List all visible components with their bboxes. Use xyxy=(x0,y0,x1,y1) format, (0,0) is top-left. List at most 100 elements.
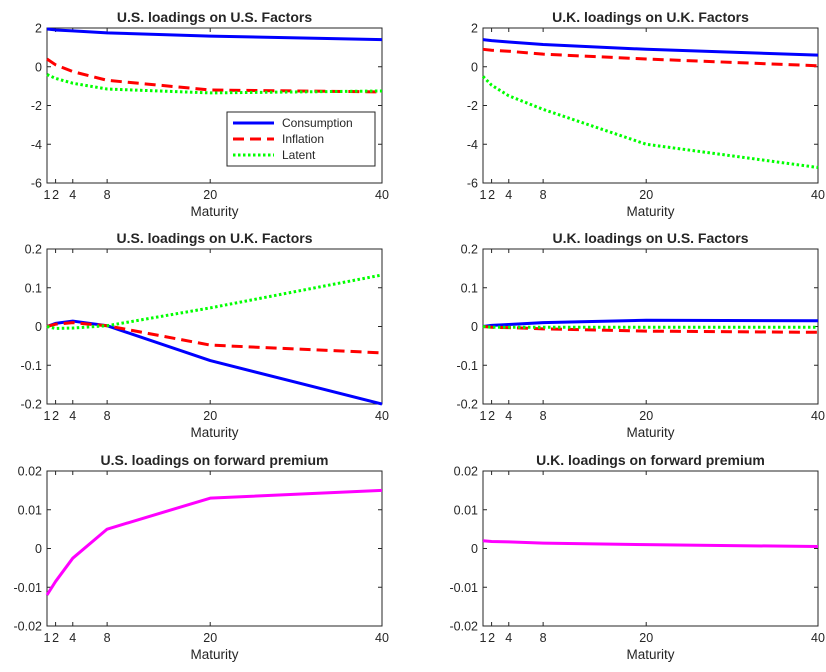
x-tick-label: 40 xyxy=(811,188,825,202)
series-line-3 xyxy=(46,273,383,330)
x-axis-label: Maturity xyxy=(190,647,238,662)
x-tick-label: 1 xyxy=(44,631,51,645)
chart-title: U.K. loadings on forward premium xyxy=(536,452,765,468)
x-tick-label: 1 xyxy=(480,631,487,645)
y-tick-label: 0.2 xyxy=(461,243,478,257)
x-tick-label: 4 xyxy=(505,409,512,423)
x-tick-label: 40 xyxy=(375,188,389,202)
legend: Consumption Inflation Latent xyxy=(226,111,376,167)
series-line-2 xyxy=(482,47,819,68)
y-tick-label: -6 xyxy=(467,177,478,191)
y-tick-label: 0 xyxy=(35,320,42,334)
x-axis-label: Maturity xyxy=(626,204,674,219)
x-tick-label: 1 xyxy=(44,188,51,202)
series-line-1 xyxy=(482,318,819,328)
y-tick-label: -0.01 xyxy=(14,581,43,595)
x-tick-label: 4 xyxy=(505,631,512,645)
x-tick-label: 40 xyxy=(811,631,825,645)
y-tick-label: -2 xyxy=(31,99,42,113)
y-tick-label: 0 xyxy=(471,542,478,556)
chart-panel-3: U.S. loadings on U.K. Factors -0.2 -0.1 0 0.… xyxy=(20,230,389,440)
y-tick-label: 0.1 xyxy=(461,281,478,295)
y-tick-label: 0.01 xyxy=(454,503,478,517)
chart-panel-6: U.K. loadings on forward premium -0.02 -0.… xyxy=(450,452,825,662)
series-line-3 xyxy=(481,75,819,169)
x-tick-label: 8 xyxy=(540,409,547,423)
x-tick-label: 20 xyxy=(639,631,653,645)
chart-panel-4: U.K. loadings on U.S. Factors -0.2 -0.1 0 0.… xyxy=(456,230,825,440)
series-line-1 xyxy=(45,488,383,596)
series-line-consumption xyxy=(46,27,383,42)
y-tick-label: 0.01 xyxy=(18,503,42,517)
x-tick-label: 2 xyxy=(488,631,495,645)
y-tick-label: -2 xyxy=(467,99,478,113)
plot-area xyxy=(482,470,819,627)
y-tick-label: 2 xyxy=(35,22,42,36)
x-axis-label: Maturity xyxy=(626,647,674,662)
y-tick-label: 0.02 xyxy=(18,465,42,479)
x-tick-label: 2 xyxy=(52,631,59,645)
y-tick-label: -0.2 xyxy=(20,398,42,412)
legend-label: Latent xyxy=(282,148,316,162)
x-tick-label: 2 xyxy=(488,409,495,423)
chart-title: U.K. loadings on U.S. Factors xyxy=(552,230,748,246)
y-tick-label: 0.02 xyxy=(454,465,478,479)
chart-title: U.S. loadings on U.S. Factors xyxy=(117,9,312,25)
x-axis-label: Maturity xyxy=(626,425,674,440)
y-tick-label: 0.1 xyxy=(25,281,42,295)
chart-title: U.K. loadings on U.K. Factors xyxy=(552,9,749,25)
x-axis-label: Maturity xyxy=(190,204,238,219)
x-tick-label: 20 xyxy=(639,188,653,202)
series-line-3 xyxy=(482,325,818,329)
x-tick-label: 2 xyxy=(488,188,495,202)
series-line-2 xyxy=(46,321,383,355)
chart-panel-5: U.S. loadings on forward premium -0.02 -0.… xyxy=(14,452,389,662)
y-tick-label: 0 xyxy=(35,60,42,74)
y-tick-label: 0 xyxy=(471,60,478,74)
y-tick-label: -4 xyxy=(467,138,478,152)
x-tick-label: 2 xyxy=(52,409,59,423)
y-tick-label: -0.2 xyxy=(456,398,478,412)
x-tick-label: 4 xyxy=(69,409,76,423)
chart-title: U.S. loadings on U.K. Factors xyxy=(116,230,312,246)
x-tick-label: 4 xyxy=(69,188,76,202)
x-tick-label: 20 xyxy=(203,631,217,645)
y-tick-label: 0 xyxy=(35,542,42,556)
x-tick-label: 40 xyxy=(375,631,389,645)
x-tick-label: 2 xyxy=(52,188,59,202)
y-tick-label: -0.01 xyxy=(450,581,479,595)
series-line-inflation xyxy=(46,57,383,94)
chart-title: U.S. loadings on forward premium xyxy=(101,452,329,468)
y-tick-label: -0.02 xyxy=(14,620,43,634)
x-tick-label: 4 xyxy=(505,188,512,202)
x-tick-label: 1 xyxy=(44,409,51,423)
y-tick-label: 2 xyxy=(471,22,478,36)
plot-area xyxy=(46,470,383,627)
series-line-1 xyxy=(482,38,819,57)
x-tick-label: 1 xyxy=(480,188,487,202)
y-tick-label: -0.1 xyxy=(20,359,42,373)
y-tick-label: -4 xyxy=(31,138,42,152)
legend-label: Consumption xyxy=(282,116,353,130)
y-tick-label: -0.1 xyxy=(456,359,478,373)
x-tick-label: 8 xyxy=(104,631,111,645)
y-tick-label: 0 xyxy=(471,320,478,334)
series-line-1 xyxy=(482,539,819,549)
x-tick-label: 20 xyxy=(203,188,217,202)
y-tick-label: 0.2 xyxy=(25,243,42,257)
x-tick-label: 20 xyxy=(639,409,653,423)
y-tick-label: -0.02 xyxy=(450,620,479,634)
x-tick-label: 40 xyxy=(811,409,825,423)
x-tick-label: 8 xyxy=(104,188,111,202)
x-tick-label: 1 xyxy=(480,409,487,423)
legend-label: Inflation xyxy=(282,132,324,146)
x-tick-label: 20 xyxy=(203,409,217,423)
x-tick-label: 4 xyxy=(69,631,76,645)
x-tick-label: 8 xyxy=(540,188,547,202)
y-tick-label: -6 xyxy=(31,177,42,191)
x-tick-label: 40 xyxy=(375,409,389,423)
x-tick-label: 8 xyxy=(104,409,111,423)
